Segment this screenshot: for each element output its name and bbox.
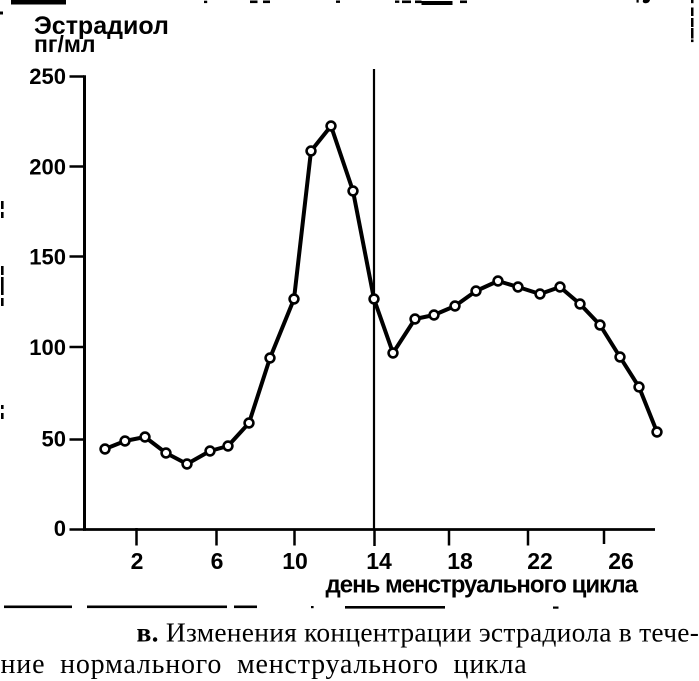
svg-text:14: 14: [366, 548, 392, 574]
svg-text:250: 250: [29, 64, 66, 89]
svg-text:10: 10: [282, 548, 308, 574]
svg-text:6: 6: [211, 548, 224, 574]
svg-text:26: 26: [608, 548, 634, 574]
svg-text:2: 2: [131, 548, 144, 574]
svg-text:100: 100: [29, 335, 66, 360]
svg-text:200: 200: [29, 155, 66, 180]
svg-text:50: 50: [42, 427, 66, 452]
svg-text:150: 150: [29, 245, 66, 270]
svg-text:22: 22: [527, 548, 553, 574]
svg-text:18: 18: [447, 548, 473, 574]
svg-text:пг/мл: пг/мл: [34, 31, 96, 57]
svg-text:ние нормального менструального: ние нормального менструального цикла: [1, 649, 528, 680]
svg-text:в. Изменения концентрации эстр: в. Изменения концентрации эстрадиола в т…: [137, 617, 699, 648]
svg-text:0: 0: [54, 516, 66, 541]
svg-text:Эстрадиол: Эстрадиол: [34, 12, 169, 40]
svg-text:день менструального цикла: день менструального цикла: [326, 572, 639, 599]
